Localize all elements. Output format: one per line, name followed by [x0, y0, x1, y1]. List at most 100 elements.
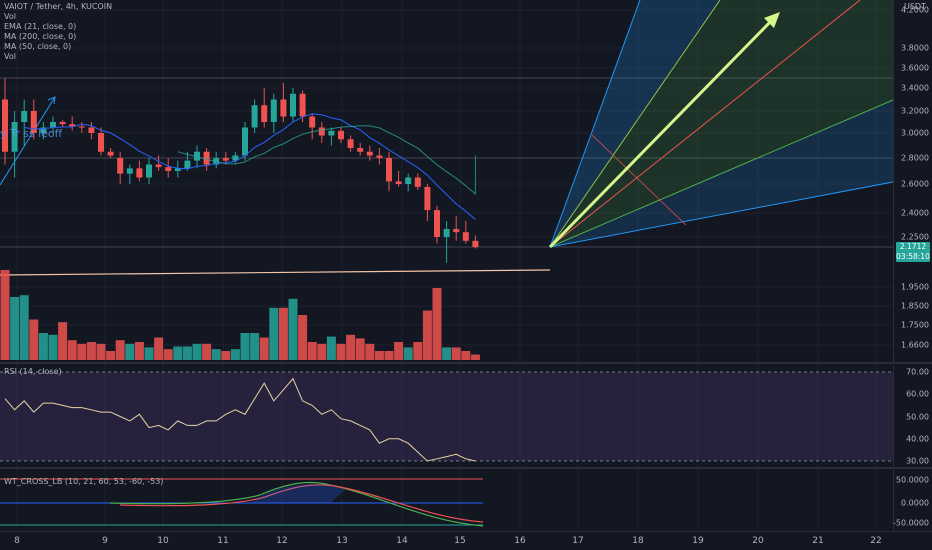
candle-body	[21, 111, 28, 122]
candle-body	[328, 130, 335, 136]
price-tick-label: 3.6000	[901, 63, 929, 73]
rsi-tick-label: 70.00	[906, 367, 929, 377]
rsi-tick-label: 30.00	[906, 456, 929, 466]
symbol-title[interactable]: VAIOT / Tether, 4h, KUCOIN	[4, 2, 113, 11]
candle-body	[30, 111, 37, 133]
volume-bar	[432, 288, 442, 360]
time-tick-label: 22	[870, 536, 882, 546]
volume-bar	[202, 343, 212, 360]
volume-bar	[163, 349, 173, 360]
target-arrow-head	[764, 12, 780, 28]
candle-body	[146, 164, 152, 178]
time-tick-label: 15	[454, 536, 466, 546]
candle-body	[184, 160, 191, 169]
legend-vol[interactable]: Vol	[4, 12, 16, 21]
candle-body	[414, 177, 421, 187]
indicator-legend[interactable]: VAIOT / Tether, 4h, KUCOIN Vol EMA (21, …	[4, 2, 112, 62]
volume-bar	[96, 343, 106, 360]
candle-body	[117, 158, 124, 174]
volume-bar	[442, 347, 452, 360]
ma-50-line	[177, 125, 476, 195]
candle-body	[318, 127, 325, 136]
target-arrow	[548, 14, 778, 249]
time-tick-label: 21	[812, 536, 824, 546]
candle-body	[88, 127, 95, 133]
volume-bar	[0, 270, 10, 360]
volume-bar	[192, 343, 202, 360]
wt-label[interactable]: WT_CROSS_LB (10, 21, 60, 53, -60, -53)	[4, 477, 164, 486]
time-tick-label: 13	[336, 536, 348, 546]
legend-ma50[interactable]: MA (50, close, 0)	[4, 42, 72, 51]
fan-line	[549, 99, 894, 248]
current-price-value: 2.1712	[899, 242, 927, 251]
rsi-axis[interactable]: 70.00 60.00 50.00 40.00 30.00	[893, 365, 932, 467]
fan-line	[549, 0, 861, 248]
rsi-band	[0, 372, 893, 461]
bar-countdown: 03:58:10	[896, 252, 930, 261]
candle-body	[462, 232, 469, 241]
rsi-tick-label: 40.00	[906, 434, 929, 444]
volume-bar	[374, 351, 384, 360]
candle-body	[232, 155, 239, 161]
volume-bar	[115, 340, 125, 360]
candle-body	[203, 151, 210, 165]
price-tick-label: 3.8000	[901, 43, 929, 53]
legend-vol-2[interactable]: Vol	[4, 52, 16, 61]
time-tick-label: 8	[14, 536, 20, 546]
support-line	[0, 269, 551, 276]
volume-bar	[269, 307, 279, 360]
trend-arrow	[0, 96, 56, 186]
rsi-tick-label: 50.00	[906, 412, 929, 422]
pane-divider[interactable]	[0, 467, 932, 469]
volume-bar	[346, 334, 356, 360]
candle-body	[69, 124, 76, 127]
candle-body	[386, 158, 392, 182]
candle-body	[338, 130, 344, 140]
candle-body	[299, 93, 306, 117]
fan-line	[549, 181, 894, 248]
time-axis-divider	[0, 531, 932, 532]
wt-axis[interactable]: 50.0000 0.0000 -50.0000	[893, 470, 932, 531]
fan-line	[549, 0, 721, 248]
volume-bar	[134, 342, 144, 360]
candle-body	[376, 155, 383, 158]
price-tick-label: 4.2000	[901, 5, 929, 15]
volume-bar	[48, 334, 58, 360]
price-axis[interactable]: 4.2000 3.8000 3.6000 3.4000 3.2000 3.0000 2.80…	[893, 0, 932, 362]
rsi-label[interactable]: RSI (14, close)	[4, 367, 62, 376]
time-tick-label: 16	[514, 536, 526, 546]
volume-bar	[336, 343, 346, 360]
price-tick-label: 2.8000	[901, 153, 929, 163]
candle-body	[309, 116, 316, 128]
time-axis[interactable]: 8 9 10 11 12 13 14 15 16 17 18 19 20 21 22	[0, 532, 893, 550]
volume-bar	[144, 347, 154, 360]
candle-body	[270, 99, 277, 122]
volume-bar	[10, 297, 20, 360]
candle-body	[165, 167, 172, 171]
volume-bar	[259, 337, 269, 360]
wt-area	[250, 484, 345, 503]
fan-zone	[550, 0, 893, 247]
volume-bar	[317, 343, 327, 360]
price-tick-label: 1.6600	[901, 340, 929, 350]
volume-bar	[38, 333, 48, 360]
volume-bar	[29, 319, 39, 360]
candle-body	[357, 148, 364, 152]
volume-bar	[403, 347, 413, 360]
price-tick-label: 3.2000	[901, 106, 929, 116]
legend-ema[interactable]: EMA (21, close, 0)	[4, 22, 77, 31]
volume-bar	[58, 322, 68, 360]
candle-body	[107, 151, 114, 156]
volume-bar	[67, 340, 77, 360]
candle-body	[2, 99, 8, 152]
candle-body	[40, 127, 47, 133]
volume-bar	[326, 336, 336, 360]
legend-ma200[interactable]: MA (200, close, 0)	[4, 32, 77, 41]
volume-bar	[182, 346, 192, 360]
price-tick-label: 1.9500	[901, 282, 929, 292]
volume-bar	[288, 298, 298, 360]
time-tick-label: 18	[632, 536, 644, 546]
pane-divider[interactable]	[0, 362, 932, 364]
time-tick-label: 17	[572, 536, 584, 546]
